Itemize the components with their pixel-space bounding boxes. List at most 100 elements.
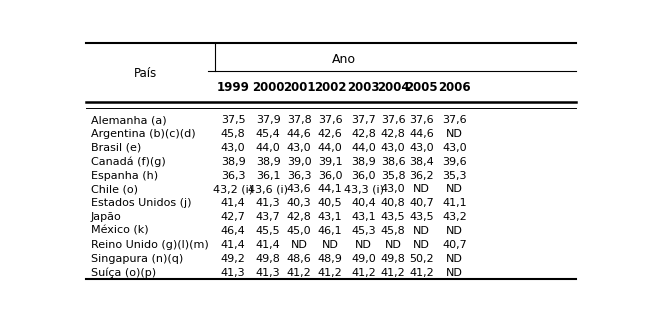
Text: 38,4: 38,4: [409, 157, 434, 167]
Text: 42,6: 42,6: [318, 129, 342, 139]
Text: 43,6 (i): 43,6 (i): [248, 184, 288, 194]
Text: 37,6: 37,6: [409, 115, 434, 125]
Text: 40,3: 40,3: [287, 198, 312, 208]
Text: 36,1: 36,1: [256, 171, 281, 181]
Text: Japão: Japão: [90, 212, 121, 222]
Text: 43,0: 43,0: [287, 143, 312, 153]
Text: 43,6: 43,6: [287, 184, 312, 194]
Text: 36,3: 36,3: [287, 171, 312, 181]
Text: 43,0: 43,0: [381, 143, 405, 153]
Text: 43,0: 43,0: [442, 143, 467, 153]
Text: 42,8: 42,8: [381, 129, 406, 139]
Text: 41,2: 41,2: [381, 268, 406, 278]
Text: 45,5: 45,5: [256, 226, 281, 236]
Text: 41,1: 41,1: [442, 198, 467, 208]
Text: 37,7: 37,7: [351, 115, 376, 125]
Text: 45,4: 45,4: [255, 129, 281, 139]
Text: Ano: Ano: [332, 53, 356, 66]
Text: 39,0: 39,0: [287, 157, 312, 167]
Text: 43,5: 43,5: [409, 212, 434, 222]
Text: 41,2: 41,2: [351, 268, 376, 278]
Text: 41,2: 41,2: [318, 268, 342, 278]
Text: 43,2 (i): 43,2 (i): [213, 184, 253, 194]
Text: 41,3: 41,3: [256, 268, 281, 278]
Text: 41,4: 41,4: [221, 240, 246, 250]
Text: México (k): México (k): [90, 226, 148, 236]
Text: 2003: 2003: [347, 81, 380, 94]
Text: 44,0: 44,0: [318, 143, 342, 153]
Text: Espanha (h): Espanha (h): [90, 171, 158, 181]
Text: ND: ND: [413, 184, 430, 194]
Text: 41,3: 41,3: [256, 198, 281, 208]
Text: 35,3: 35,3: [442, 171, 467, 181]
Text: 1999: 1999: [217, 81, 250, 94]
Text: 44,1: 44,1: [318, 184, 342, 194]
Text: 43,2: 43,2: [442, 212, 467, 222]
Text: Singapura (n)(q): Singapura (n)(q): [90, 254, 183, 264]
Text: 38,9: 38,9: [351, 157, 376, 167]
Text: País: País: [134, 67, 157, 80]
Text: ND: ND: [446, 226, 463, 236]
Text: 49,0: 49,0: [351, 254, 376, 264]
Text: Alemanha (a): Alemanha (a): [90, 115, 166, 125]
Text: 45,0: 45,0: [287, 226, 312, 236]
Text: ND: ND: [413, 226, 430, 236]
Text: 37,6: 37,6: [442, 115, 467, 125]
Text: 38,9: 38,9: [255, 157, 281, 167]
Text: ND: ND: [446, 184, 463, 194]
Text: 2004: 2004: [377, 81, 410, 94]
Text: 36,0: 36,0: [318, 171, 342, 181]
Text: 49,2: 49,2: [221, 254, 246, 264]
Text: 39,6: 39,6: [442, 157, 467, 167]
Text: 35,8: 35,8: [381, 171, 405, 181]
Text: 40,5: 40,5: [318, 198, 342, 208]
Text: 42,8: 42,8: [351, 129, 376, 139]
Text: 45,3: 45,3: [352, 226, 376, 236]
Text: 44,6: 44,6: [409, 129, 434, 139]
Text: Canadá (f)(g): Canadá (f)(g): [90, 156, 165, 167]
Text: ND: ND: [413, 240, 430, 250]
Text: 46,4: 46,4: [221, 226, 246, 236]
Text: 41,3: 41,3: [221, 268, 245, 278]
Text: 41,2: 41,2: [286, 268, 312, 278]
Text: 48,6: 48,6: [286, 254, 312, 264]
Text: 37,5: 37,5: [221, 115, 245, 125]
Text: 38,9: 38,9: [221, 157, 246, 167]
Text: 36,0: 36,0: [352, 171, 376, 181]
Text: ND: ND: [446, 254, 463, 264]
Text: ND: ND: [355, 240, 372, 250]
Text: 50,2: 50,2: [409, 254, 434, 264]
Text: 42,7: 42,7: [221, 212, 246, 222]
Text: 39,1: 39,1: [318, 157, 342, 167]
Text: Argentina (b)(c)(d): Argentina (b)(c)(d): [90, 129, 195, 139]
Text: ND: ND: [446, 268, 463, 278]
Text: 2002: 2002: [314, 81, 346, 94]
Text: 41,2: 41,2: [409, 268, 434, 278]
Text: 44,0: 44,0: [351, 143, 376, 153]
Text: 2000: 2000: [252, 81, 284, 94]
Text: Suíça (o)(p): Suíça (o)(p): [90, 267, 155, 278]
Text: 43,7: 43,7: [255, 212, 281, 222]
Text: ND: ND: [291, 240, 308, 250]
Text: 37,8: 37,8: [286, 115, 312, 125]
Text: 45,8: 45,8: [221, 129, 246, 139]
Text: 40,7: 40,7: [442, 240, 467, 250]
Text: ND: ND: [446, 129, 463, 139]
Text: 49,8: 49,8: [381, 254, 406, 264]
Text: 37,9: 37,9: [255, 115, 281, 125]
Text: 40,8: 40,8: [381, 198, 406, 208]
Text: ND: ND: [322, 240, 339, 250]
Text: 2006: 2006: [438, 81, 471, 94]
Text: 40,7: 40,7: [409, 198, 434, 208]
Text: 40,4: 40,4: [351, 198, 376, 208]
Text: Reino Unido (g)(l)(m): Reino Unido (g)(l)(m): [90, 240, 208, 250]
Text: 38,6: 38,6: [381, 157, 405, 167]
Text: 2005: 2005: [405, 81, 438, 94]
Text: 37,6: 37,6: [381, 115, 405, 125]
Text: 41,4: 41,4: [221, 198, 246, 208]
Text: 44,0: 44,0: [255, 143, 281, 153]
Text: 37,6: 37,6: [318, 115, 342, 125]
Text: 36,2: 36,2: [409, 171, 434, 181]
Text: 43,1: 43,1: [318, 212, 342, 222]
Text: 45,8: 45,8: [381, 226, 406, 236]
